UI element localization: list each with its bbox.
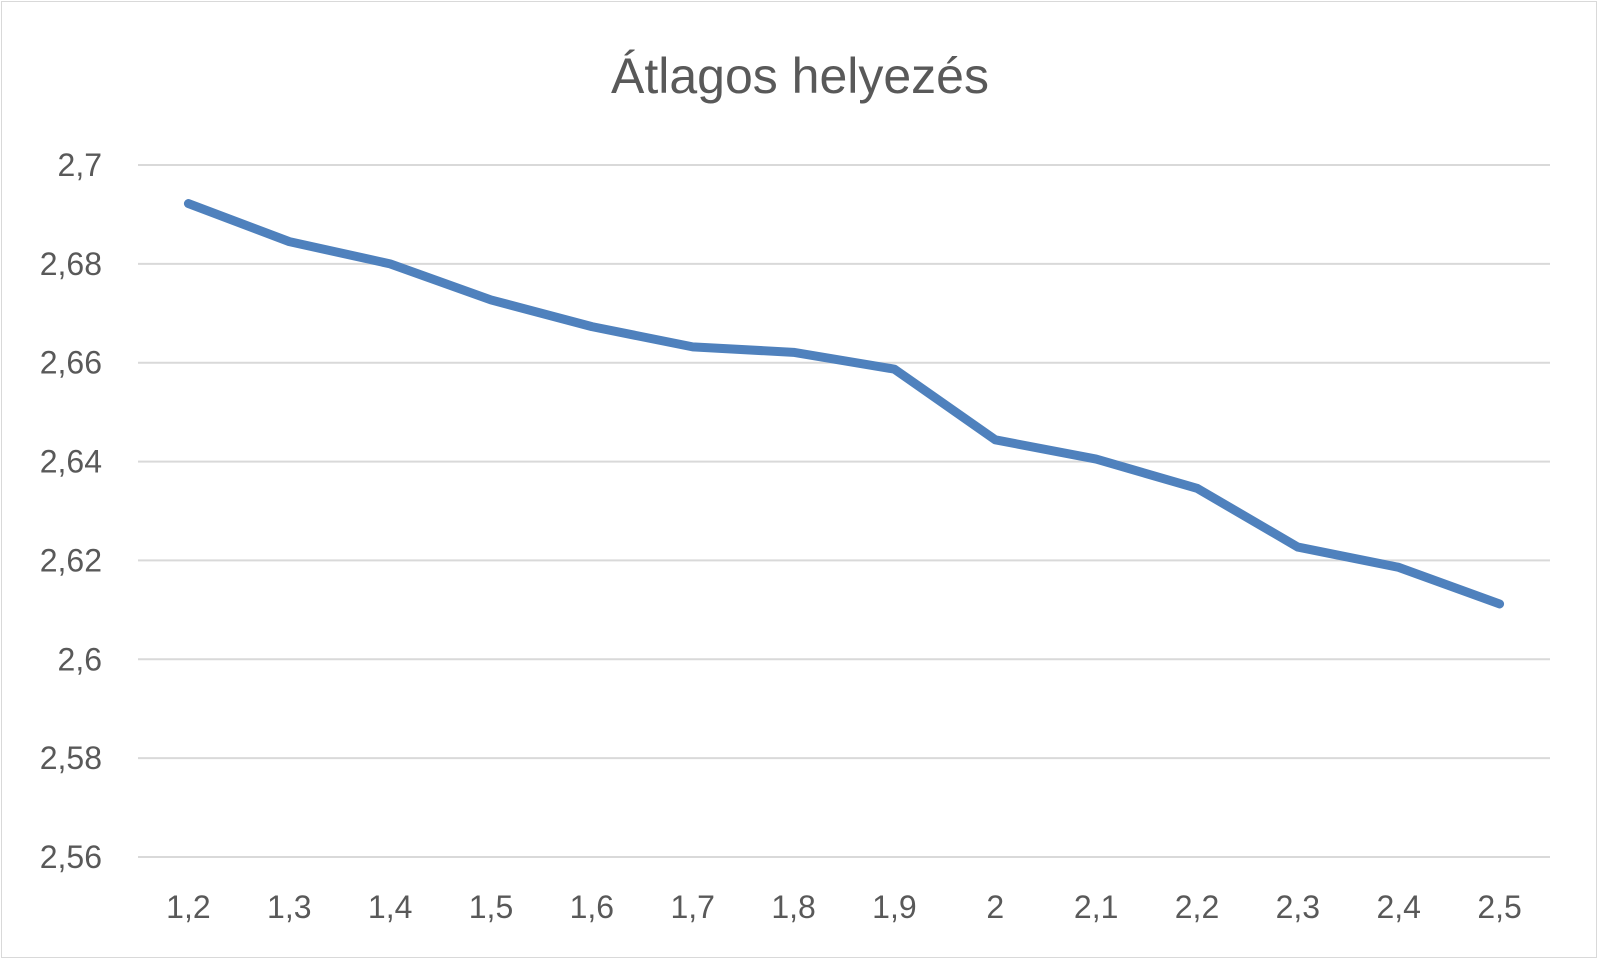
x-tick-label: 1,4	[368, 889, 412, 925]
y-tick-label: 2,6	[58, 641, 102, 677]
x-tick-label: 1,2	[166, 889, 210, 925]
x-tick-label: 1,9	[872, 889, 916, 925]
y-axis-ticks: 2,7 2,68 2,66 2,64 2,62 2,6 2,58 2,56	[40, 147, 102, 875]
y-tick-label: 2,58	[40, 740, 102, 776]
series-layer	[183, 199, 1505, 609]
y-tick-label: 2,62	[40, 542, 102, 578]
grid-lines	[138, 164, 1550, 858]
x-tick-label: 2,5	[1477, 889, 1521, 925]
y-tick-label: 2,7	[58, 147, 102, 183]
x-tick-label: 2,3	[1276, 889, 1320, 925]
x-tick-label: 2,4	[1376, 889, 1420, 925]
series-line	[183, 199, 1505, 609]
x-tick-label: 1,6	[570, 889, 614, 925]
x-tick-label: 2,1	[1074, 889, 1118, 925]
y-tick-label: 2,66	[40, 345, 102, 381]
x-axis-ticks: 1,2 1,3 1,4 1,5 1,6 1,7 1,8 1,9 2 2,1 2,2 2,3 2,4 2,5	[166, 889, 1522, 925]
x-tick-label: 1,8	[771, 889, 815, 925]
y-tick-label: 2,56	[40, 839, 102, 875]
chart-title: Átlagos helyezés	[611, 48, 989, 104]
x-tick-label: 2,2	[1175, 889, 1219, 925]
x-tick-label: 2	[986, 889, 1004, 925]
x-tick-label: 1,7	[670, 889, 714, 925]
y-tick-label: 2,64	[40, 444, 102, 480]
x-tick-label: 1,3	[267, 889, 311, 925]
y-tick-label: 2,68	[40, 246, 102, 282]
x-tick-label: 1,5	[469, 889, 513, 925]
